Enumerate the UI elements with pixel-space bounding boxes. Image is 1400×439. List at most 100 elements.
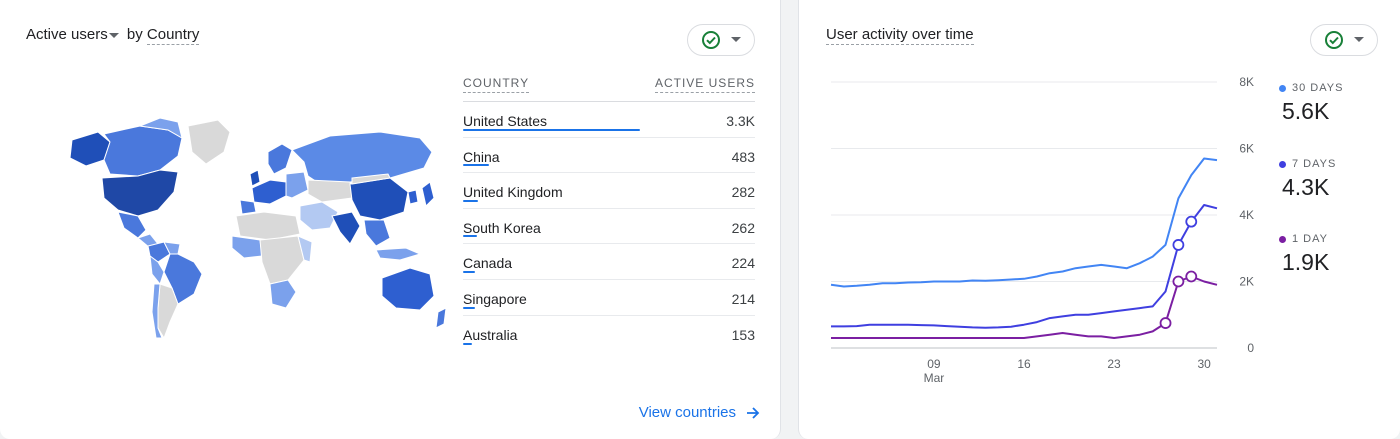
series-point — [1172, 275, 1185, 288]
map-region-east-africa — [297, 235, 313, 263]
legend-value: 4.3K — [1282, 174, 1330, 200]
legend-label: 7 DAYS — [1279, 158, 1336, 170]
table-row[interactable]: Singapore 214 — [463, 280, 755, 316]
metric-selector[interactable]: Active users — [26, 26, 123, 43]
map-region-japan — [421, 181, 435, 207]
map-region-mongolia — [351, 173, 391, 185]
y-tick-label: 4K — [1239, 208, 1254, 222]
active-users-value: 153 — [731, 326, 755, 343]
map-region-eastern-europe — [285, 171, 309, 199]
view-countries-label: View countries — [638, 404, 736, 421]
country-name: China — [463, 148, 500, 165]
map-region-iberia — [239, 199, 257, 215]
share-bar — [463, 306, 475, 309]
map-region-central-africa — [259, 235, 305, 285]
map-region-south-africa — [269, 279, 297, 309]
active-users-value: 3.3K — [726, 113, 755, 129]
column-header-active-users[interactable]: ACTIVE USERS — [654, 76, 755, 93]
check-circle-icon — [702, 31, 720, 49]
map-region-arctic-islands — [138, 117, 183, 140]
chevron-down-icon — [731, 37, 741, 42]
y-tick-label: 8K — [1239, 75, 1254, 89]
y-tick-label: 6K — [1239, 142, 1254, 156]
column-header-country[interactable]: COUNTRY — [463, 76, 530, 93]
card-title: Active users by Country — [26, 26, 200, 45]
y-tick-label: 2K — [1239, 275, 1254, 289]
map-region-china — [349, 177, 409, 221]
y-tick-label: 0 — [1247, 341, 1254, 355]
series-point — [1159, 317, 1172, 329]
series-line — [831, 204, 1218, 329]
series-point — [1172, 239, 1185, 251]
user-activity-title[interactable]: User activity over time — [826, 26, 974, 45]
map-region-australia — [381, 267, 435, 311]
view-countries-link[interactable]: View countries — [639, 404, 760, 421]
comparison-status-button[interactable] — [687, 24, 755, 56]
x-tick-label: 16 — [1017, 357, 1031, 371]
map-region-united-states — [101, 169, 179, 217]
legend-dot-icon — [1279, 160, 1286, 168]
chevron-down-icon — [1354, 37, 1364, 42]
legend-value: 5.6K — [1282, 98, 1330, 124]
table-row[interactable]: South Korea 262 — [463, 209, 755, 245]
map-region-india — [331, 211, 361, 245]
legend-value: 1.9K — [1282, 249, 1330, 275]
series-point — [1185, 215, 1198, 228]
country-name: Australia — [463, 326, 518, 343]
active-users-value: 214 — [731, 290, 755, 307]
share-bar — [463, 343, 472, 346]
country-name: United States — [463, 113, 548, 129]
table-row[interactable]: Canada 224 — [463, 244, 755, 280]
series-point — [1185, 270, 1198, 283]
share-bar — [463, 164, 489, 167]
country-name: United Kingdom — [463, 184, 563, 201]
map-region-korea — [407, 189, 419, 205]
metric-label: Active users — [26, 26, 108, 43]
share-bar — [463, 270, 475, 273]
legend-label-text: 30 DAYS — [1292, 82, 1344, 94]
dimension-label[interactable]: Country — [146, 26, 200, 45]
map-region-mexico — [117, 211, 147, 239]
map-region-uk — [249, 169, 261, 187]
share-bar — [463, 199, 478, 202]
legend-item: 7 DAYS 4.3K — [1279, 158, 1336, 201]
world-map[interactable] — [60, 112, 460, 352]
card-title: User activity over time — [826, 26, 974, 45]
map-region-indonesia — [375, 247, 422, 261]
legend-label-text: 7 DAYS — [1292, 158, 1337, 170]
legend-item: 30 DAYS 5.6K — [1279, 82, 1343, 125]
country-name: Singapore — [463, 290, 527, 307]
map-region-new-zealand — [435, 307, 447, 329]
x-tick-sublabel: Mar — [924, 371, 945, 385]
x-tick-label: 23 — [1107, 357, 1121, 371]
legend-item: 1 DAY 1.9K — [1279, 233, 1329, 276]
map-region-colombia — [147, 241, 171, 263]
dropdown-caret-icon — [108, 32, 119, 38]
map-region-central-asia — [307, 179, 353, 203]
active-users-value: 262 — [731, 219, 755, 236]
map-region-russia — [291, 131, 433, 185]
map-region-southeast-asia — [363, 219, 391, 247]
map-region-scandinavia — [267, 143, 293, 175]
legend-dot-icon — [1279, 84, 1286, 92]
table-row[interactable]: Australia 153 — [463, 316, 755, 352]
title-by-text: by — [126, 26, 143, 43]
check-circle-icon — [1325, 31, 1343, 49]
table-row[interactable]: United Kingdom 282 — [463, 173, 755, 209]
map-region-canada — [103, 125, 183, 177]
arrow-right-icon — [747, 406, 760, 419]
active-users-value: 282 — [731, 184, 755, 201]
user-activity-card: User activity over time 0 2K 4K 6K 8K 09 Mar 16… — [798, 0, 1400, 439]
country-table: COUNTRY ACTIVE USERS United States 3.3K Ch… — [463, 76, 755, 351]
x-tick-label: 30 — [1197, 357, 1211, 371]
share-bar — [463, 128, 640, 131]
legend-label: 30 DAYS — [1279, 82, 1343, 94]
table-row[interactable]: United States 3.3K — [463, 102, 755, 138]
country-name: Canada — [463, 255, 513, 272]
share-bar — [463, 235, 477, 238]
series-line — [831, 275, 1218, 339]
comparison-status-button[interactable] — [1310, 24, 1378, 56]
table-row[interactable]: China 483 — [463, 138, 755, 174]
x-tick-label: 09 — [927, 357, 941, 371]
